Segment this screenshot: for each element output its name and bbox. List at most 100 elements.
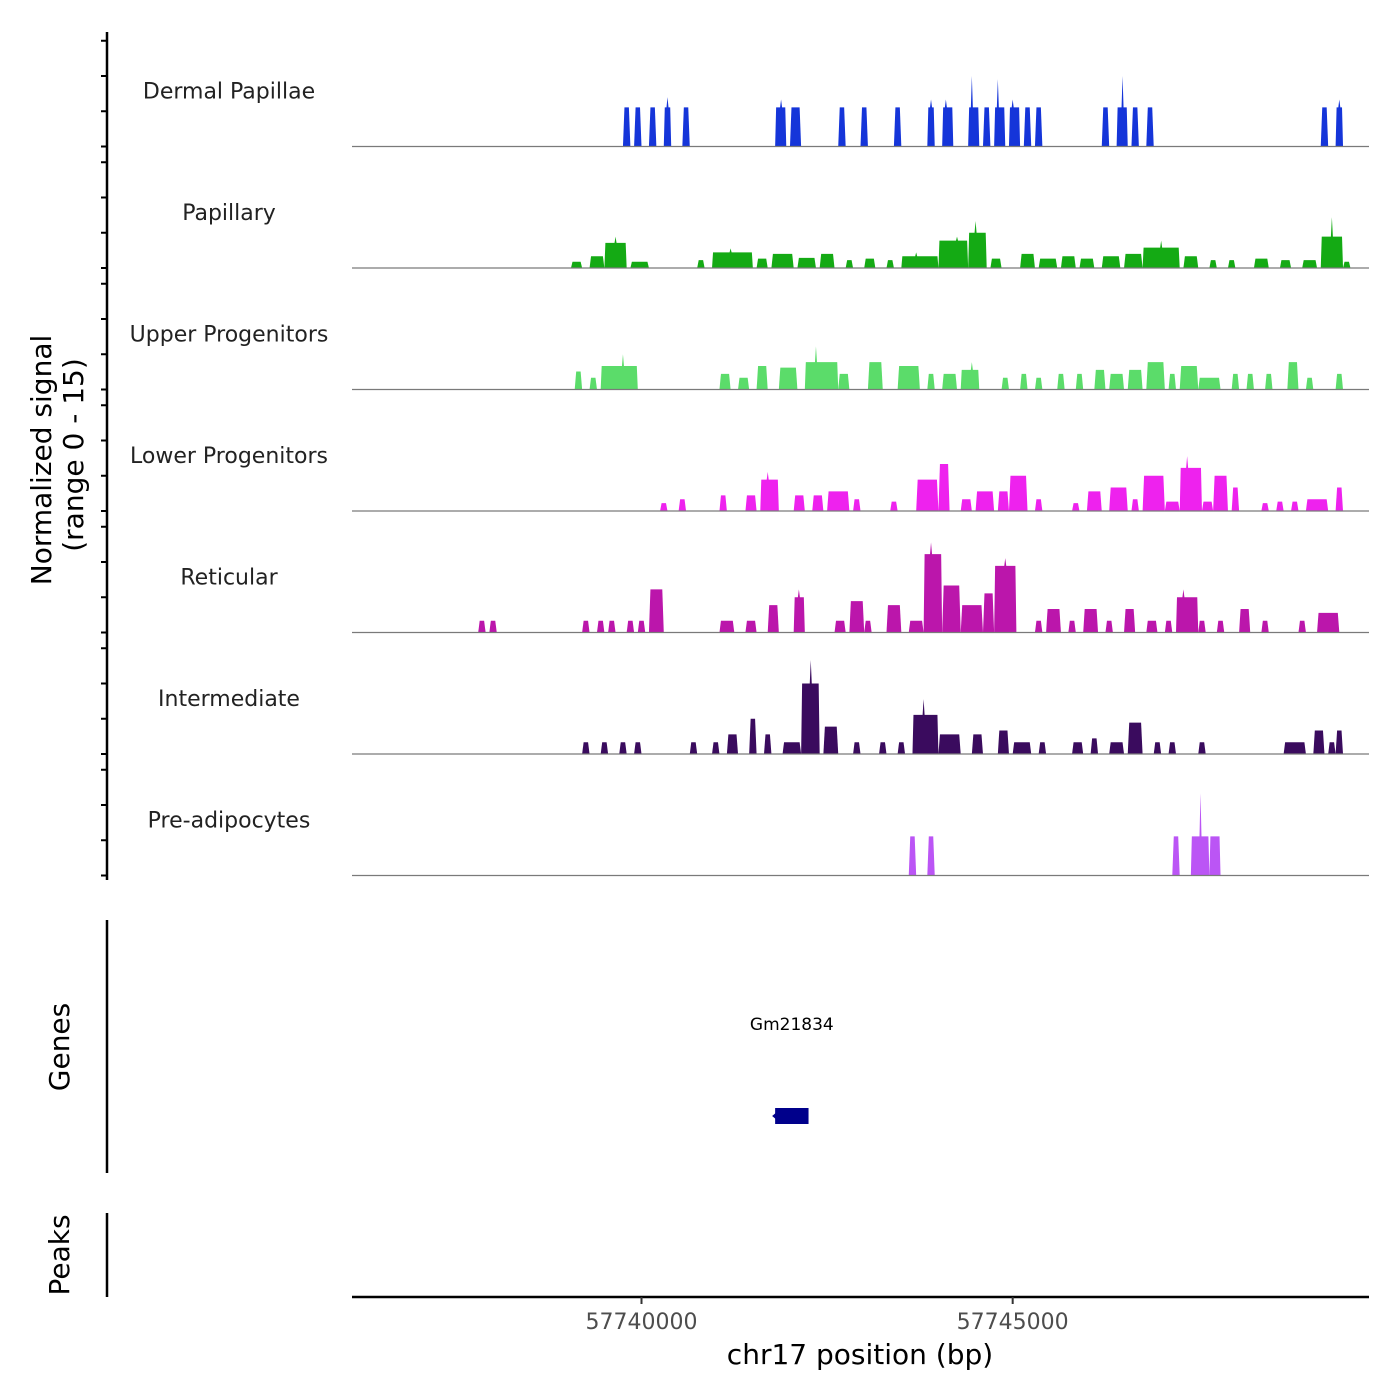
signal-peak [1034, 620, 1043, 633]
signal-peak [1231, 373, 1240, 390]
signal-peak [1146, 362, 1165, 390]
signal-peak [1046, 609, 1061, 633]
signal-peak [923, 542, 943, 633]
signal-peak [570, 261, 583, 268]
signal-peak [834, 620, 846, 633]
signal-peak [912, 699, 939, 754]
signal-peak [1034, 107, 1043, 147]
signal-peak [596, 620, 605, 633]
signal-peak [971, 734, 983, 754]
x-tick-label: 57740000 [586, 1310, 698, 1335]
signal-peak [1246, 373, 1254, 390]
signal-peak [637, 620, 646, 633]
signal-peak [997, 730, 1009, 754]
signal-peak [1168, 373, 1176, 390]
signal-peak [1001, 377, 1009, 390]
signal-peak [819, 253, 835, 268]
track-label-pre-adipocytes: Pre-adipocytes [148, 809, 311, 834]
signal-peak [797, 257, 816, 268]
signal-peak [1164, 501, 1180, 511]
signal-peak [778, 367, 798, 390]
signal-peak [886, 605, 902, 633]
signal-peak [1146, 107, 1154, 147]
signal-peak [789, 107, 802, 147]
coverage-tracks: Dermal Papillae Papillary Upper Progenitor… [130, 76, 1369, 877]
signal-peak [767, 605, 779, 633]
track-label-dermal-papillae: Dermal Papillae [143, 80, 315, 105]
signal-peak [982, 593, 995, 633]
signal-peak [489, 620, 497, 633]
signal-peak [975, 491, 995, 511]
signal-peak [879, 742, 887, 754]
signal-peak [982, 107, 991, 147]
signal-peak [1131, 499, 1139, 511]
signal-peak [1101, 256, 1121, 268]
signal-peak [827, 491, 850, 511]
track-intermediate: Intermediate [158, 660, 1369, 755]
signal-peak [1109, 373, 1125, 390]
signal-peak [1198, 377, 1221, 390]
signal-peak [927, 836, 935, 876]
signal-peak [663, 97, 672, 147]
signal-peak [994, 79, 1006, 147]
signal-peak [775, 99, 787, 147]
signal-peak [756, 258, 768, 268]
track-label-reticular: Reticular [180, 566, 278, 591]
peaks-track: Peaks [43, 1213, 109, 1297]
signal-peak [901, 252, 939, 268]
signal-peak [719, 495, 727, 511]
signal-peak [793, 495, 805, 511]
signal-peak [1201, 501, 1214, 511]
signal-peak [634, 107, 642, 147]
signal-peak [942, 373, 958, 390]
signal-peak [1086, 491, 1102, 511]
signal-peak [589, 377, 597, 390]
signal-peak [1287, 362, 1299, 390]
signal-peak [749, 718, 757, 754]
signal-peak [1213, 475, 1228, 511]
signal-peak [763, 734, 772, 754]
signal-peak [990, 258, 1002, 268]
signal-peak [1038, 742, 1047, 754]
signal-peak [1008, 99, 1021, 147]
signal-peak [582, 620, 590, 633]
signal-peak [1198, 620, 1206, 633]
signal-peak [648, 107, 657, 147]
signal-peak [893, 107, 902, 147]
signal-peak [927, 99, 935, 147]
signal-peak [845, 260, 854, 268]
signal-peak [604, 236, 627, 268]
signal-peak [738, 377, 750, 390]
signal-peak [600, 354, 638, 390]
signal-peak [478, 620, 486, 633]
signal-peak [745, 495, 757, 511]
signal-peak [1116, 76, 1128, 147]
signal-peak [1012, 742, 1032, 754]
track-reticular: Reticular [180, 542, 1369, 634]
signal-peak [1034, 499, 1043, 511]
signal-peak [867, 362, 883, 390]
signal-peak [1231, 487, 1240, 511]
signal-peak [582, 742, 590, 754]
track-label-intermediate: Intermediate [158, 687, 300, 712]
signal-peak [771, 253, 794, 268]
signal-peak [1291, 501, 1299, 511]
signal-peak [801, 660, 820, 754]
signal-peak [1183, 256, 1199, 268]
signal-peak [997, 491, 1009, 511]
signal-peak [960, 499, 972, 511]
signal-peak [1305, 377, 1314, 390]
signal-peak [1105, 620, 1113, 633]
signal-peak [1083, 609, 1099, 633]
signal-peak [942, 585, 961, 633]
signal-peak [1131, 107, 1139, 147]
signal-peak [1317, 612, 1340, 633]
peaks-track-label: Peaks [43, 1214, 76, 1295]
signal-peak [960, 605, 983, 633]
signal-peak [1023, 107, 1032, 147]
x-axis-title: chr17 position (bp) [727, 1338, 993, 1371]
signal-peak [678, 499, 687, 511]
signal-peak [574, 371, 583, 390]
signal-peak [908, 836, 917, 876]
